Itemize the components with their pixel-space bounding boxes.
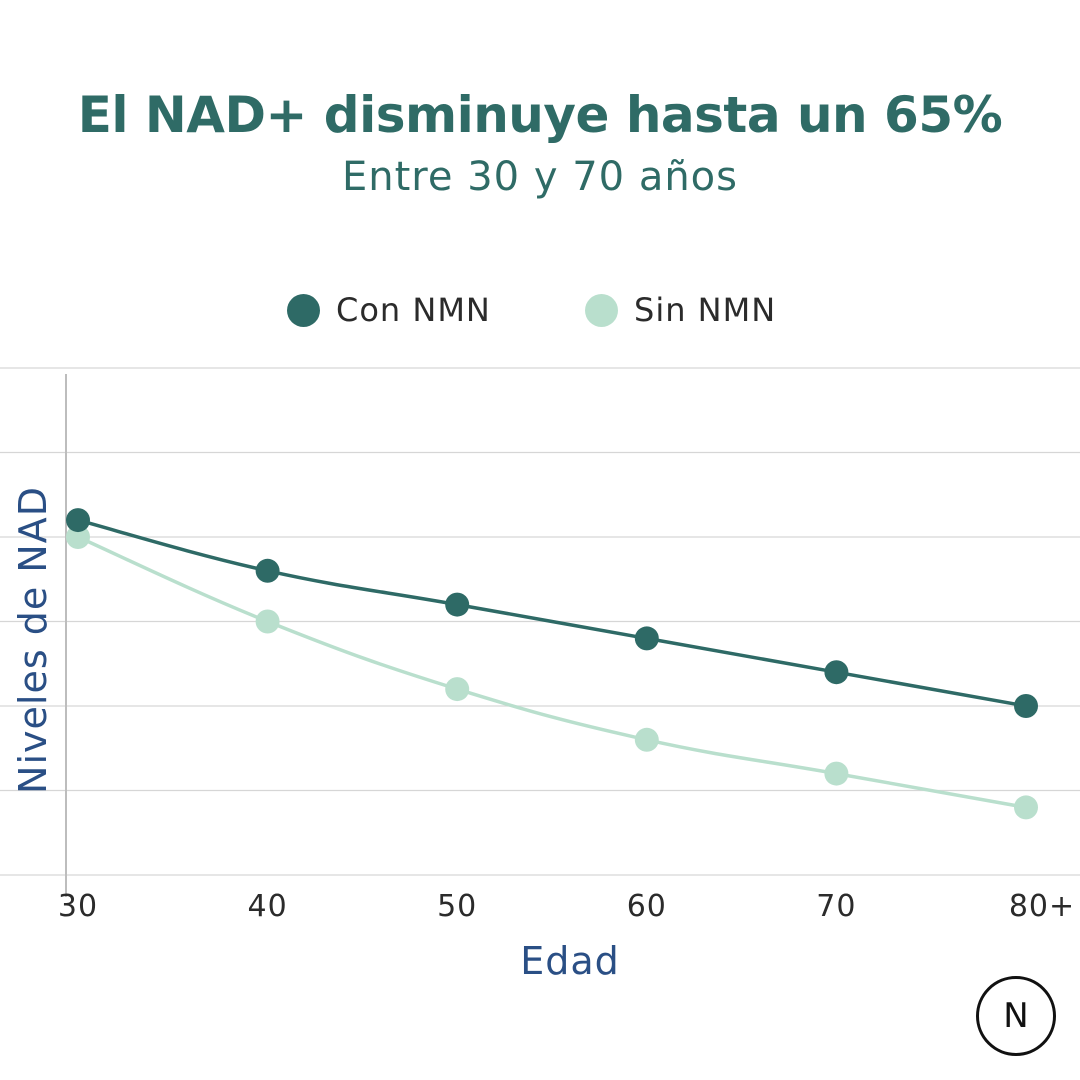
- x-tick-label: 80+: [1009, 889, 1075, 924]
- chart-subtitle: Entre 30 y 70 años: [342, 154, 738, 200]
- x-tick-label: 50: [437, 889, 477, 924]
- data-point-sin-nmn: [66, 525, 90, 549]
- data-point-con-nmn: [634, 626, 659, 651]
- chart-title: El NAD+ disminuye hasta un 65%: [77, 86, 1003, 144]
- data-point-con-nmn: [824, 660, 849, 685]
- x-tick-label: 70: [816, 889, 856, 924]
- data-point-sin-nmn: [634, 727, 659, 752]
- x-axis-title: Edad: [520, 939, 620, 983]
- data-point-con-nmn: [1014, 694, 1038, 718]
- brand-logo: N: [976, 976, 1056, 1056]
- legend-label-sin-nmn: Sin NMN: [634, 291, 777, 329]
- legend-marker-sin-nmn: [585, 293, 618, 327]
- x-tick-label: 30: [58, 889, 98, 924]
- legend-item-con-nmn: Con NMN: [287, 288, 491, 332]
- y-axis-title: Niveles de NAD: [11, 486, 55, 794]
- brand-logo-letter: N: [1003, 996, 1029, 1036]
- data-point-con-nmn: [66, 508, 90, 533]
- data-point-sin-nmn: [445, 677, 470, 702]
- x-tick-label: 60: [627, 889, 667, 924]
- x-tick-label: 40: [248, 889, 288, 924]
- legend-label-con-nmn: Con NMN: [336, 291, 491, 329]
- data-point-con-nmn: [255, 558, 280, 583]
- legend-marker-con-nmn: [287, 293, 320, 327]
- data-point-sin-nmn: [1014, 795, 1038, 820]
- data-point-sin-nmn: [824, 761, 849, 786]
- legend-item-sin-nmn: Sin NMN: [585, 288, 776, 332]
- series-line-sin-nmn: [77, 535, 1027, 810]
- chart-legend: Con NMN Sin NMN: [0, 288, 1080, 332]
- data-point-sin-nmn: [255, 609, 280, 634]
- data-point-con-nmn: [445, 592, 470, 617]
- series-line-con-nmn: [77, 518, 1027, 708]
